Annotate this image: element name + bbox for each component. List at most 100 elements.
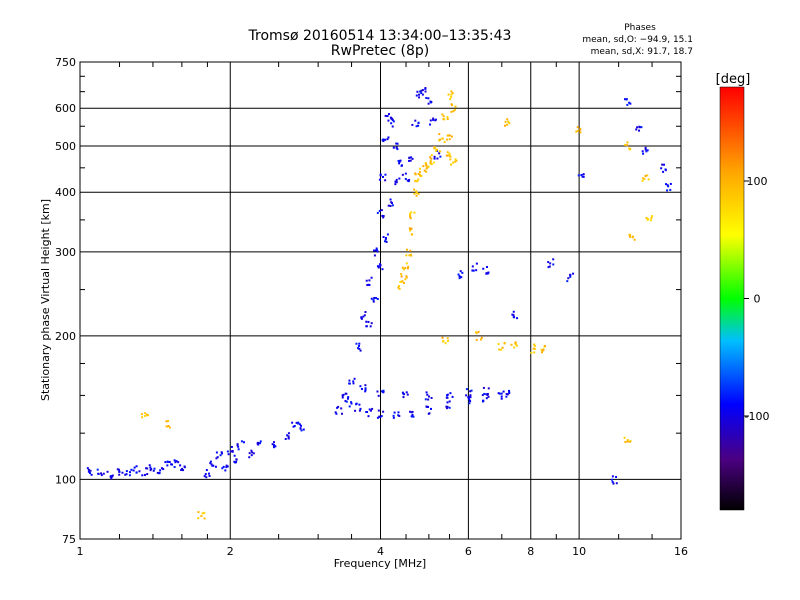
scatter-point: [227, 453, 230, 456]
scatter-point: [542, 348, 545, 351]
scatter-point: [457, 273, 460, 276]
scatter-point: [512, 316, 515, 319]
scatter-point: [420, 175, 423, 178]
scatter-point: [411, 233, 414, 236]
scatter-point: [399, 159, 402, 162]
scatter-point: [376, 390, 379, 393]
scatter-point: [226, 465, 229, 468]
scatter-point: [164, 461, 167, 464]
scatter-point: [100, 472, 103, 475]
scatter-point: [364, 387, 367, 390]
scatter-point: [409, 217, 412, 220]
scatter-point: [165, 420, 168, 423]
scatter-point: [360, 316, 363, 319]
scatter-point: [406, 393, 409, 396]
scatter-point: [334, 411, 337, 414]
scatter-point: [387, 113, 390, 116]
scatter-point: [402, 268, 405, 271]
scatter-point: [293, 425, 296, 428]
scatter-point: [626, 144, 629, 147]
scatter-point: [272, 441, 275, 444]
scatter-point: [430, 163, 433, 166]
scatter-point: [381, 214, 384, 217]
x-tick-label: 10: [572, 545, 586, 558]
scatter-point: [505, 392, 508, 395]
scatter-point: [516, 317, 519, 320]
scatter-point: [449, 98, 452, 101]
scatter-point: [180, 468, 183, 471]
scatter-point: [387, 119, 390, 122]
scatter-point: [400, 164, 403, 167]
scatter-point: [448, 406, 451, 409]
scatter-point: [243, 441, 246, 444]
scatter-point: [611, 475, 614, 478]
scatter-point: [427, 395, 430, 398]
scatter-point: [377, 266, 380, 269]
scatter-point: [387, 136, 390, 139]
scatter-point: [296, 422, 299, 425]
scatter-point: [372, 299, 375, 302]
scatter-point: [274, 445, 277, 448]
scatter-point: [643, 177, 646, 180]
scatter-point: [355, 342, 358, 345]
scatter-point: [414, 119, 417, 122]
scatter-point: [375, 296, 378, 299]
scatter-point: [415, 94, 418, 97]
scatter-point: [124, 473, 127, 476]
scatter-point: [623, 436, 626, 439]
scatter-point: [512, 310, 515, 313]
scatter-point: [454, 158, 457, 161]
scatter-point: [405, 254, 408, 257]
scatter-point: [203, 517, 206, 520]
scatter-point: [475, 269, 478, 272]
scatter-point: [549, 262, 552, 265]
scatter-point: [350, 401, 353, 404]
scatter-point: [271, 443, 274, 446]
scatter-point: [209, 462, 212, 465]
scatter-point: [470, 389, 473, 392]
colorbar-tick-label: -100: [745, 410, 770, 423]
scatter-point: [641, 179, 644, 182]
scatter-point: [580, 174, 583, 177]
scatter-point: [458, 275, 461, 278]
scatter-point: [160, 467, 163, 470]
scatter-point: [428, 412, 431, 415]
scatter-point: [392, 120, 395, 123]
scatter-point: [379, 265, 382, 268]
scatter-point: [468, 395, 471, 398]
scatter-point: [483, 392, 486, 395]
scatter-point: [628, 101, 631, 104]
scatter-point: [111, 474, 114, 477]
scatter-point: [355, 403, 358, 406]
scatter-point: [450, 103, 453, 106]
scatter-point: [362, 315, 365, 318]
scatter-point: [415, 191, 418, 194]
scatter-point: [611, 481, 614, 484]
scatter-point: [168, 426, 171, 429]
scatter-point: [498, 392, 501, 395]
scatter-point: [284, 438, 287, 441]
scatter-point: [409, 249, 412, 252]
scatter-point: [458, 277, 461, 280]
scatter-point: [377, 409, 380, 412]
scatter-point: [381, 268, 384, 271]
scatter-point: [207, 472, 210, 475]
x-tick-label: 4: [377, 545, 384, 558]
scatter-point: [487, 271, 490, 274]
scatter-point: [89, 469, 92, 472]
scatter-point: [500, 392, 503, 395]
scatter-point: [175, 460, 178, 463]
scatter-point: [299, 427, 302, 430]
scatter-point: [395, 181, 398, 184]
scatter-point: [612, 482, 615, 485]
scatter-point: [358, 403, 361, 406]
scatter-point: [443, 118, 446, 121]
scatter-point: [567, 277, 570, 280]
scatter-point: [411, 413, 414, 416]
scatter-point: [513, 346, 516, 349]
scatter-point: [259, 440, 262, 443]
scatter-point: [287, 435, 290, 438]
scatter-point: [273, 446, 276, 449]
scatter-point: [420, 92, 423, 95]
scatter-point: [425, 96, 428, 99]
